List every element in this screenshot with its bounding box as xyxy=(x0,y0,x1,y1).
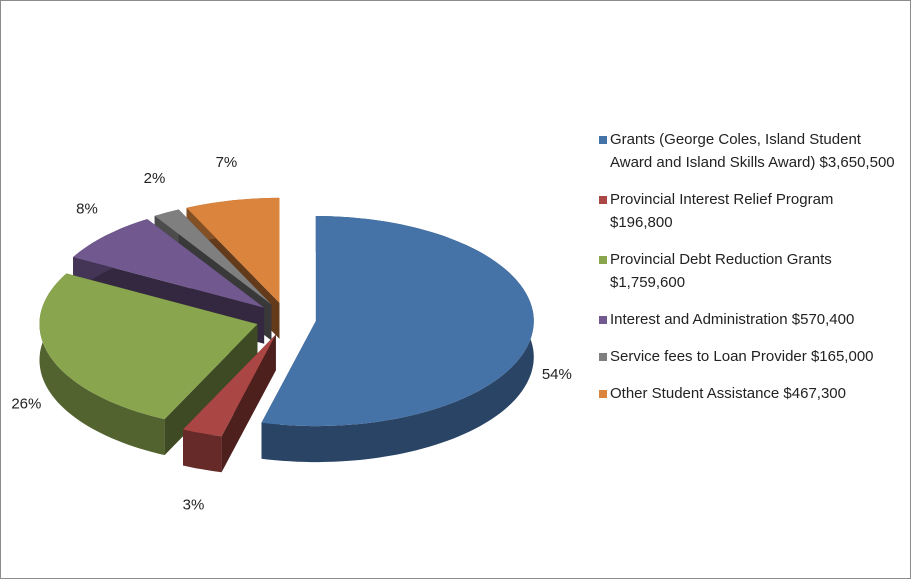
pie-slice xyxy=(261,216,534,463)
legend-label: Service fees to Loan Provider $165,000 xyxy=(610,348,874,365)
slice-wall xyxy=(164,324,258,456)
legend-swatch xyxy=(599,316,607,324)
legend-entry: Service fees to Loan Provider $165,000 xyxy=(599,345,899,368)
slice-side xyxy=(39,273,165,456)
slice-top xyxy=(186,197,280,303)
pie-plot: 54% 3% 26% 8% 2% 7% xyxy=(11,154,572,514)
data-label: 54% xyxy=(542,366,572,383)
slice-top xyxy=(154,209,272,305)
legend-entry: Provincial Interest Relief Program $196,… xyxy=(599,188,899,234)
legend-entry: Grants (George Coles, Island Student Awa… xyxy=(599,128,899,174)
legend-swatch xyxy=(599,196,607,204)
legend-label: Other Student Assistance $467,300 xyxy=(610,385,846,402)
legend-swatch xyxy=(599,136,607,144)
legend-entry: Other Student Assistance $467,300 xyxy=(599,382,899,405)
data-label: 7% xyxy=(216,154,238,171)
pie-slice xyxy=(183,334,276,473)
slice-top xyxy=(183,334,276,437)
slice-top xyxy=(261,216,534,427)
legend-label: Interest and Administration $570,400 xyxy=(610,311,855,328)
slice-top xyxy=(73,219,265,308)
pie-slice xyxy=(39,273,258,456)
legend-entry: Interest and Administration $570,400 xyxy=(599,308,899,331)
legend-entry: Provincial Debt Reduction Grants $1,759,… xyxy=(599,248,899,294)
legend-swatch xyxy=(599,256,607,264)
legend-label: Grants (George Coles, Island Student Awa… xyxy=(610,131,895,171)
data-label: 8% xyxy=(76,200,98,217)
slice-side xyxy=(183,429,222,473)
legend-swatch xyxy=(599,390,607,398)
data-label: 3% xyxy=(183,497,205,514)
data-label: 2% xyxy=(144,170,166,187)
data-label: 26% xyxy=(11,395,41,412)
slice-top xyxy=(39,273,258,420)
legend-label: Provincial Debt Reduction Grants $1,759,… xyxy=(610,251,832,291)
legend-label: Provincial Interest Relief Program $196,… xyxy=(610,191,834,231)
legend: Grants (George Coles, Island Student Awa… xyxy=(599,128,899,405)
legend-swatch xyxy=(599,353,607,361)
